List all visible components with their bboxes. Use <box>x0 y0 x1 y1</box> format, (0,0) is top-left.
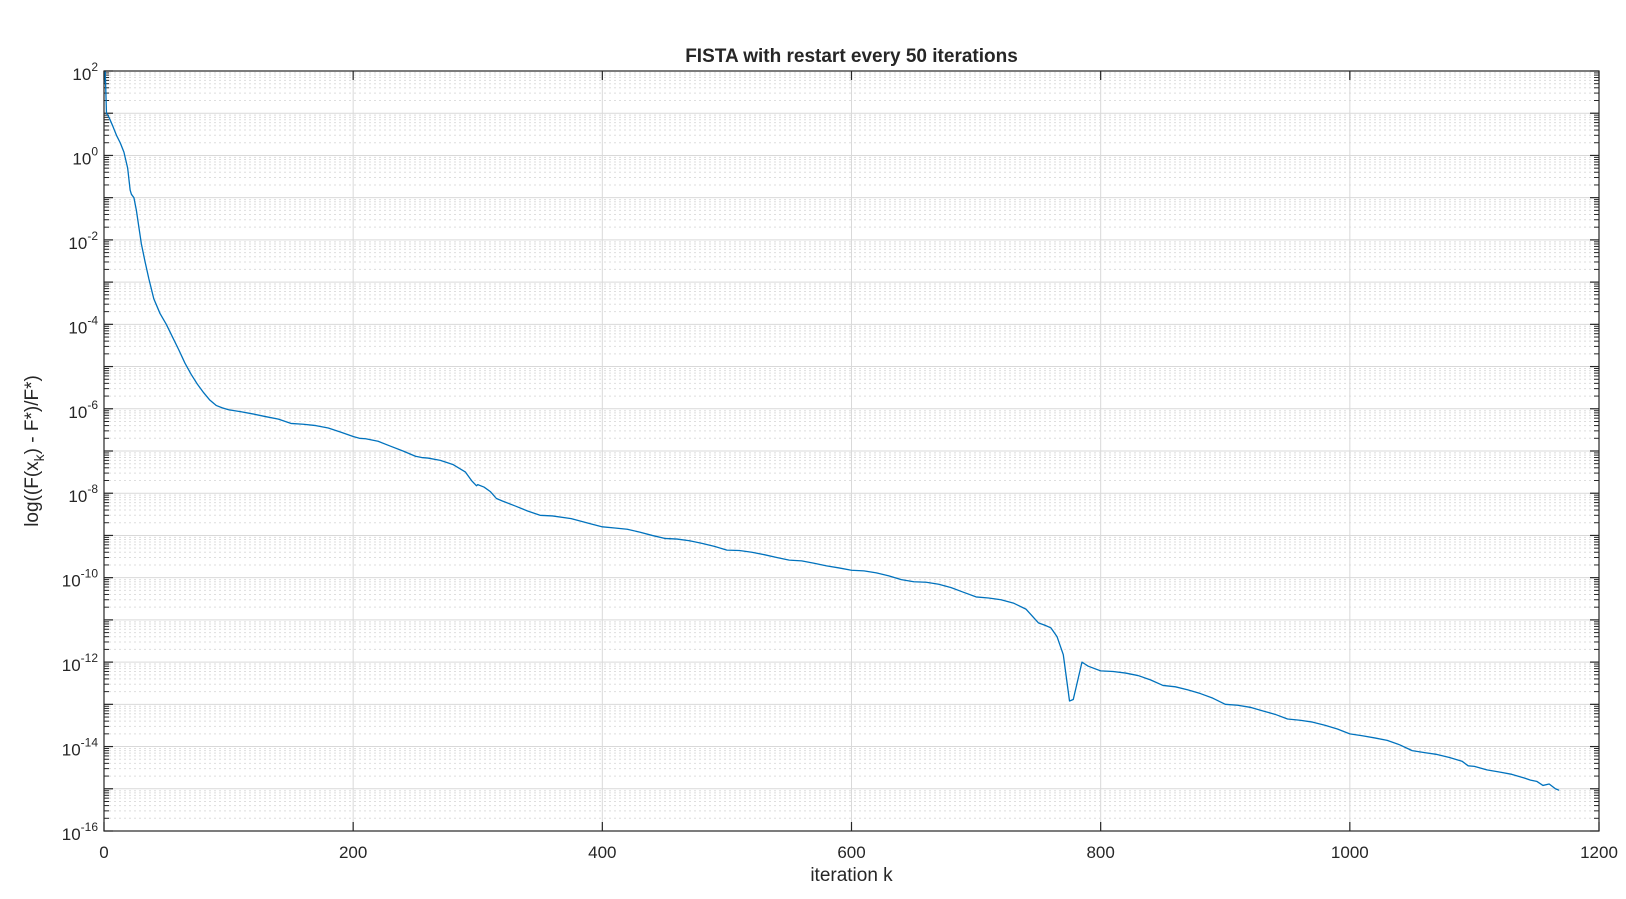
y-tick-label: 102 <box>72 60 98 84</box>
y-axis-label-prefix: log((F(x <box>22 461 43 527</box>
y-tick-label: 10-6 <box>68 398 98 422</box>
y-axis-label-suffix: ) - F*)/F*) <box>22 375 43 454</box>
y-tick-label-base: 10 <box>68 487 87 506</box>
y-tick-label-exponent: 2 <box>91 60 98 74</box>
y-tick-label-exponent: -6 <box>87 398 98 412</box>
y-tick-label: 10-8 <box>68 482 98 506</box>
y-tick-label-exponent: -12 <box>81 651 99 665</box>
y-tick-label-exponent: -10 <box>81 567 99 581</box>
y-tick-label: 10-16 <box>62 820 99 844</box>
x-tick-label: 1000 <box>1331 843 1369 862</box>
x-tick-label: 800 <box>1086 843 1114 862</box>
y-tick-label-exponent: -4 <box>87 313 98 327</box>
x-tick-label: 0 <box>99 843 108 862</box>
x-tick-label: 200 <box>339 843 367 862</box>
y-tick-label: 10-10 <box>62 567 99 591</box>
y-tick-label: 10-12 <box>62 651 99 675</box>
series-line <box>103 70 1560 791</box>
x-tick-label: 400 <box>588 843 616 862</box>
y-tick-label-base: 10 <box>72 149 91 168</box>
y-tick-label-base: 10 <box>62 825 81 844</box>
y-tick-label-exponent: -8 <box>87 482 98 496</box>
y-tick-label-exponent: -14 <box>81 736 99 750</box>
y-axis-label-subscript: k <box>31 453 47 461</box>
x-axis-label: iteration k <box>810 865 893 886</box>
chart-title: FISTA with restart every 50 iterations <box>685 46 1018 67</box>
y-tick-label-exponent: -2 <box>87 229 98 243</box>
y-tick-label: 10-2 <box>68 229 98 253</box>
y-tick-label: 10-14 <box>62 736 99 760</box>
y-axis-label: log((F(xk) - F*)/F*) <box>22 375 47 527</box>
y-tick-label-base: 10 <box>62 656 81 675</box>
y-tick-label-base: 10 <box>68 234 87 253</box>
y-tick-label: 100 <box>72 144 98 168</box>
y-tick-label-base: 10 <box>62 741 81 760</box>
x-tick-label: 600 <box>837 843 865 862</box>
y-tick-label-exponent: -16 <box>81 820 99 834</box>
y-tick-label-base: 10 <box>68 403 87 422</box>
y-tick-label-base: 10 <box>68 318 87 337</box>
y-tick-label-base: 10 <box>62 572 81 591</box>
y-tick-label-exponent: 0 <box>91 144 98 158</box>
x-tick-labels: 0 200 400 600 800 1000 1200 <box>99 843 1618 862</box>
y-tick-label: 10-4 <box>68 313 98 337</box>
y-tick-label-base: 10 <box>72 65 91 84</box>
y-tick-labels: 10210010-210-410-610-810-1010-1210-1410-… <box>62 60 99 844</box>
x-tick-label: 1200 <box>1580 843 1618 862</box>
axes-box <box>103 70 1600 832</box>
series-layer <box>103 70 1560 791</box>
